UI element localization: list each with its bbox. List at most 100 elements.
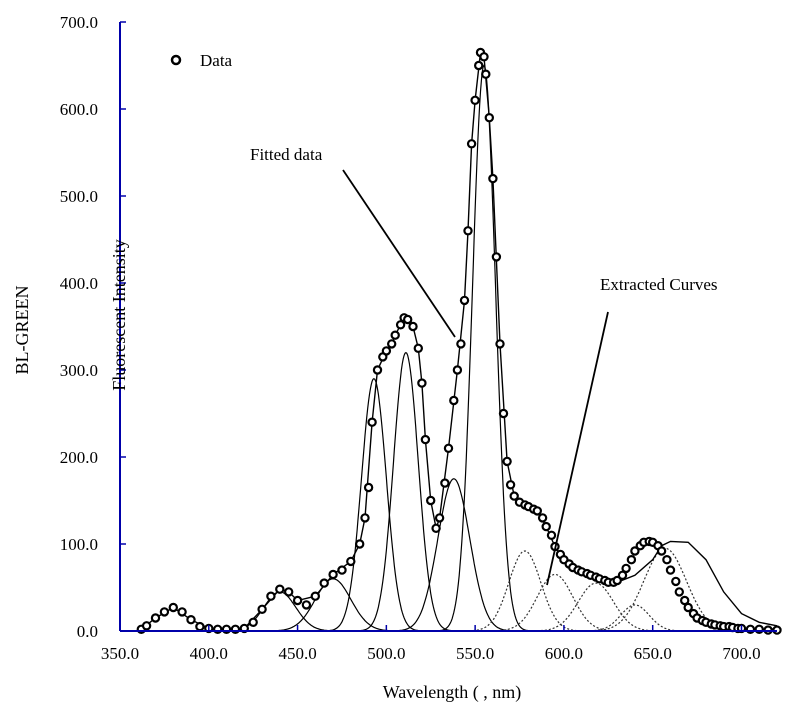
x-tick-label: 500.0 [367,644,405,663]
data-point [498,408,509,419]
x-tick-label: 450.0 [278,644,316,663]
data-point [680,595,690,606]
data-point [395,320,406,330]
y-tick-label: 700.0 [60,13,98,32]
data-point [284,587,294,597]
data-markers-group [136,47,782,635]
y-tick-label: 400.0 [60,274,98,293]
x-tick-label: 550.0 [456,644,494,663]
data-point [257,604,267,615]
data-point [372,365,383,375]
data-point [319,578,329,588]
data-point [387,339,397,349]
data-point [310,591,320,601]
data-point [546,530,557,541]
data-point [413,343,423,353]
data-point [617,570,628,581]
data-point [665,565,676,575]
data-point [484,112,494,123]
data-point [502,456,512,467]
data-point [367,417,377,427]
data-point [434,513,445,523]
data-point [177,607,187,617]
data-point [417,378,427,388]
data-point [466,139,477,149]
data-point [408,321,418,332]
data-point [292,595,303,606]
y-tick-label: 0.0 [77,622,98,641]
x-tick-label: 400.0 [190,644,228,663]
data-point [186,615,196,625]
data-point [426,495,436,506]
data-point [355,539,365,549]
data-point [495,339,505,349]
data-point [390,330,400,340]
x-tick-label: 650.0 [634,644,672,663]
data-point [168,602,178,613]
x-axis-title: Wavelength ( , nm) [383,682,522,703]
data-point [275,584,285,594]
data-point [459,295,470,306]
data-point [656,546,667,556]
data-point [463,226,473,236]
data-point [381,346,392,356]
data-point [150,613,161,623]
data-point [621,563,631,574]
data-point [452,365,463,375]
y-tick-label: 100.0 [60,535,98,554]
annotation-fitted-pointer [342,169,456,338]
data-point [481,69,491,79]
tick-labels-group: 350.0 400.0 450.0 500.0 550.0 600.0 650.0 700.0… [60,13,761,663]
data-point [301,600,312,610]
data-point [195,621,205,632]
extracted-curve [389,478,518,632]
y-tick-label: 600.0 [60,100,98,119]
y-tick-label: 500.0 [60,187,98,206]
data-point [443,443,454,453]
data-point [674,587,685,597]
data-point [630,546,640,556]
data-point [159,607,170,617]
data-point [248,617,258,628]
data-point [683,602,693,613]
data-point [266,591,276,601]
data-point [541,521,551,532]
data-point [491,252,502,262]
x-tick-label: 700.0 [722,644,760,663]
data-point [360,513,370,523]
extracted-curve [437,64,531,632]
y-tick-label: 200.0 [60,448,98,467]
legend-marker [170,54,182,66]
legend-label: Data [200,51,233,70]
data-point [505,480,516,490]
data-point [671,576,681,587]
data-point [431,523,441,534]
data-point [479,52,489,62]
data-point [420,434,431,445]
data-point [509,491,519,501]
data-point [449,395,459,406]
data-point [456,339,466,349]
data-point [532,506,543,516]
annotation-extracted-pointer [546,311,609,586]
extracted-curve [460,550,589,632]
y-tick-label: 300.0 [60,361,98,380]
data-point [363,482,374,493]
data-point [337,565,347,575]
data-point [328,569,338,580]
data-point [488,173,498,184]
data-point [474,60,484,71]
annotation-extracted-curves: Extracted Curves [600,275,718,294]
y-axis-title: BL-GREEN [12,286,32,375]
extracted-curve [524,582,667,632]
extracted-curve [324,377,424,632]
extracted-curve [356,351,456,632]
x-tick-label: 350.0 [101,644,139,663]
annotation-fitted-data: Fitted data [250,145,323,164]
data-point [346,556,356,567]
data-point [403,314,413,325]
data-point [440,478,450,488]
axes-group [119,21,777,632]
data-point [537,513,548,523]
